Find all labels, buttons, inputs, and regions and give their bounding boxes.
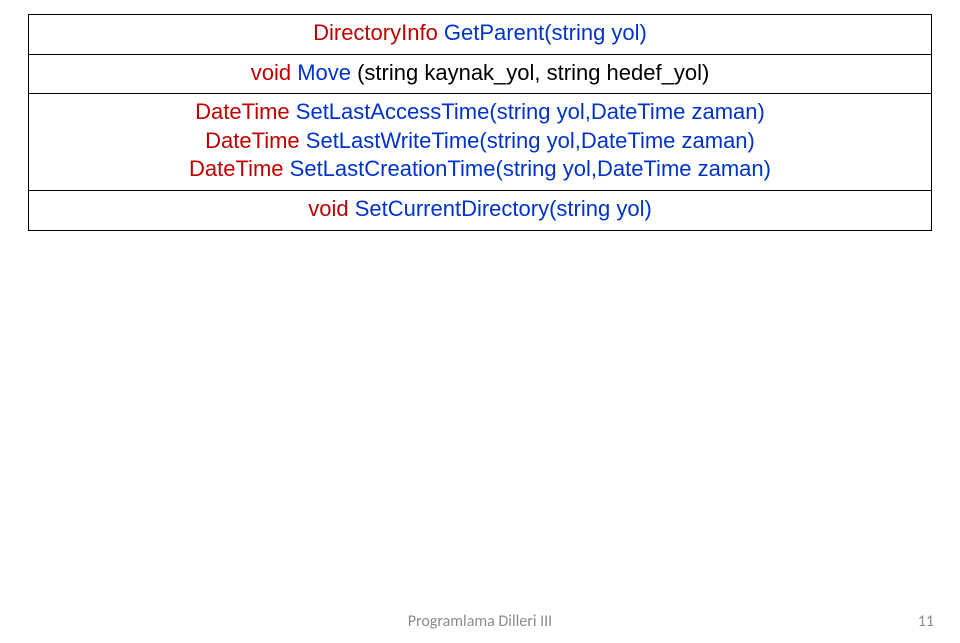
code-segment: void (308, 196, 354, 221)
code-segment: Move (297, 60, 357, 85)
code-line: DateTime SetLastWriteTime(string yol,Dat… (39, 127, 921, 156)
code-segment: (string kaynak_yol, string hedef_yol) (357, 60, 709, 85)
table-cell: DirectoryInfo GetParent(string yol) (29, 15, 932, 55)
table-row: void SetCurrentDirectory(string yol) (29, 190, 932, 230)
table-row: DateTime SetLastAccessTime(string yol,Da… (29, 94, 932, 191)
table-row: void Move (string kaynak_yol, string hed… (29, 54, 932, 94)
code-line: DirectoryInfo GetParent(string yol) (39, 19, 921, 48)
code-segment: GetParent(string yol) (444, 20, 647, 45)
footer-page-number: 11 (918, 612, 934, 631)
slide-footer: Programlama Dilleri III 11 (0, 612, 960, 631)
code-line: DateTime SetLastCreationTime(string yol,… (39, 155, 921, 184)
api-table: DirectoryInfo GetParent(string yol) void … (28, 14, 932, 231)
code-segment: SetLastWriteTime(string yol,DateTime zam… (306, 128, 755, 153)
code-segment: DateTime (205, 128, 306, 153)
table-row: DirectoryInfo GetParent(string yol) (29, 15, 932, 55)
code-line: void Move (string kaynak_yol, string hed… (39, 59, 921, 88)
code-line: void SetCurrentDirectory(string yol) (39, 195, 921, 224)
code-segment: SetLastAccessTime(string yol,DateTime za… (296, 99, 765, 124)
code-segment: SetLastCreationTime(string yol,DateTime … (290, 156, 771, 181)
code-segment: void (251, 60, 297, 85)
code-segment: SetCurrentDirectory(string yol) (355, 196, 652, 221)
code-segment: DirectoryInfo (313, 20, 444, 45)
table-cell: void Move (string kaynak_yol, string hed… (29, 54, 932, 94)
api-table-body: DirectoryInfo GetParent(string yol) void … (29, 15, 932, 231)
code-segment: DateTime (189, 156, 290, 181)
code-line: DateTime SetLastAccessTime(string yol,Da… (39, 98, 921, 127)
footer-title: Programlama Dilleri III (408, 612, 552, 631)
table-cell: void SetCurrentDirectory(string yol) (29, 190, 932, 230)
table-cell: DateTime SetLastAccessTime(string yol,Da… (29, 94, 932, 191)
code-segment: DateTime (195, 99, 296, 124)
